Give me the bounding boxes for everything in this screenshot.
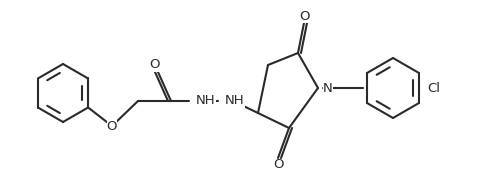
Text: O: O	[274, 159, 284, 172]
Text: NH: NH	[196, 94, 216, 107]
Text: O: O	[150, 58, 160, 71]
Text: NH: NH	[225, 94, 245, 107]
Text: O: O	[300, 10, 310, 22]
Text: Cl: Cl	[427, 82, 440, 94]
Text: N: N	[323, 82, 333, 94]
Text: O: O	[107, 120, 117, 132]
